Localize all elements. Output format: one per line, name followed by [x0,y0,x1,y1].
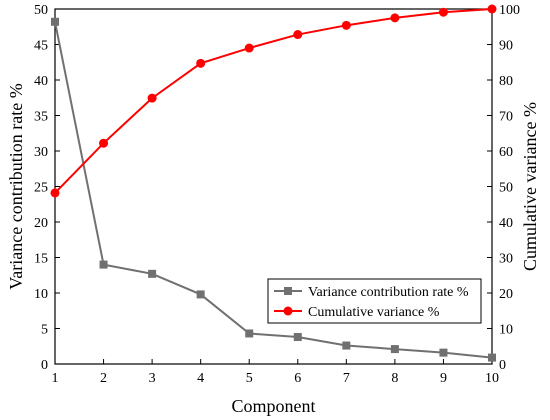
y-left-tick-label: 35 [34,110,48,125]
y-left-tick-label: 5 [41,323,48,338]
y-right-tick-label: 50 [499,181,513,196]
series-2-point [487,4,497,14]
series-2-point [244,43,254,53]
y-left-tick-label: 50 [34,3,48,18]
series-1-point [148,269,157,278]
series-1-point [293,333,302,342]
series-1-line [54,21,493,359]
x-tick-label: 8 [391,371,398,386]
ticks-group: 1 2 3 4 5 6 7 8 9 1005101520253035404550010203040… [34,3,520,386]
y-right-tick-label: 80 [499,74,513,89]
series-1-point [342,341,351,350]
y-axis-left-title: Variance contribution rate % [6,83,26,289]
series-2-point [293,30,303,40]
y-left-tick-label: 20 [34,216,48,231]
series-2-point [50,188,60,198]
series-2-point [390,13,400,23]
x-tick-label: 7 [343,371,350,386]
series-2-point [196,58,206,68]
y-right-tick-label: 30 [499,252,513,267]
x-tick-label: 6 [294,371,301,386]
y-left-tick-label: 45 [34,39,48,54]
y-right-tick-label: 20 [499,287,513,302]
y-left-tick-label: 40 [34,74,48,89]
series-1-point [439,348,448,357]
y-right-tick-label: 60 [499,145,513,160]
y-right-tick-label: 10 [499,323,513,338]
y-left-tick-label: 15 [34,252,48,267]
x-tick-label: 2 [100,371,107,386]
x-tick-label: 4 [197,371,204,386]
x-axis-title: Component [232,396,316,416]
legend-swatch-marker [284,287,292,295]
series-1-point [245,329,254,338]
y-right-tick-label: 70 [499,110,513,125]
series-1-point [51,17,59,26]
series-2 [50,4,497,198]
series-1-point [196,290,205,299]
y-left-tick-label: 0 [41,358,48,373]
legend-entry-label: Variance contribution rate % [308,285,469,300]
legend-box [267,278,482,324]
y-left-tick-label: 10 [34,287,48,302]
y-right-tick-label: 0 [499,358,506,373]
series-1-point [99,260,108,269]
y-axis-right-title: Cumulative variance % [520,102,540,271]
x-tick-label: 10 [485,371,499,386]
series-1 [51,17,496,362]
y-right-tick-label: 40 [499,216,513,231]
y-right-tick-label: 90 [499,39,513,54]
y-left-tick-label: 25 [34,181,48,196]
x-tick-label: 1 [52,371,59,386]
x-tick-label: 9 [440,371,447,386]
series-2-line [54,8,493,194]
series-1-point [390,345,399,354]
legend-swatch-marker [283,306,293,316]
series-1-point [488,353,496,362]
x-tick-label: 3 [149,371,156,386]
series-2-point [99,138,109,148]
series-2-point [341,20,351,30]
legend-entry-label: Cumulative variance % [308,305,440,320]
x-tick-label: 5 [246,371,253,386]
y-left-tick-label: 30 [34,145,48,160]
y-right-tick-label: 100 [499,3,520,18]
series-group [50,4,497,362]
series-2-point [147,93,157,103]
legend: Variance contribution rate % Cumulative v… [267,278,482,324]
series-2-point [438,7,448,17]
